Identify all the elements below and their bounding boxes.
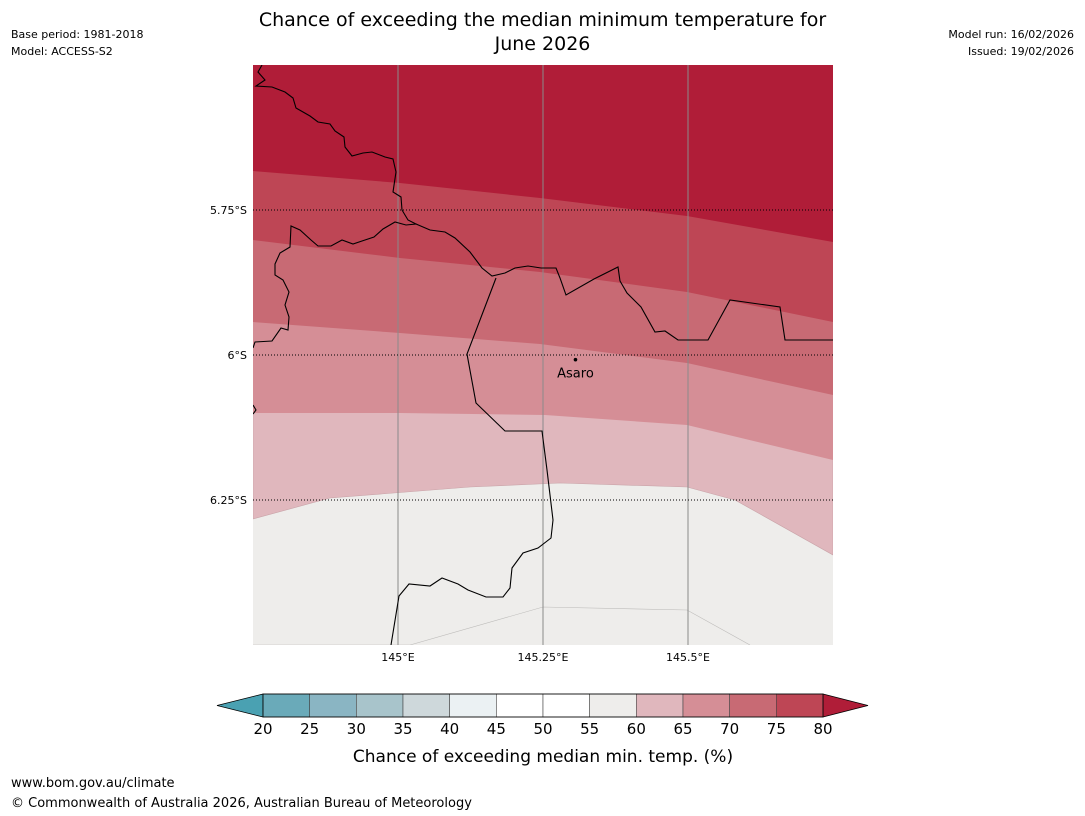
province-boundary <box>390 277 554 645</box>
meta-left: Base period: 1981-2018 Model: ACCESS-S2 <box>11 26 143 60</box>
colorbar-segment <box>496 693 544 718</box>
colorbar-segment <box>356 693 404 718</box>
y-tick-label: 6.25°S <box>210 494 247 507</box>
colorbar-tick-label: 40 <box>440 720 459 738</box>
colorbar-segment <box>449 693 497 718</box>
x-tick-label: 145.5°E <box>666 651 710 664</box>
model-text: Model: ACCESS-S2 <box>11 45 113 58</box>
colorbar-segment <box>682 693 730 718</box>
colorbar-segment <box>589 693 637 718</box>
colorbar-tick-label: 60 <box>627 720 646 738</box>
y-tick-label: 6°S <box>228 349 247 362</box>
colorbar-label: Chance of exceeding median min. temp. (%… <box>353 747 733 767</box>
x-tick-label: 145.25°E <box>518 651 569 664</box>
footer-copyright: © Commonwealth of Australia 2026, Austra… <box>11 796 472 811</box>
colorbar-segment <box>636 693 684 718</box>
colorbar-segment <box>729 693 777 718</box>
colorbar-tick-label: 50 <box>533 720 552 738</box>
border-line <box>253 65 418 349</box>
colorbar-segment <box>309 693 357 718</box>
colorbar-tick-label: 55 <box>580 720 599 738</box>
chart-title-line1: Chance of exceeding the median minimum t… <box>258 9 827 31</box>
colorbar-segment <box>262 693 310 718</box>
map-area <box>253 65 833 645</box>
colorbar-tick-label: 20 <box>253 720 272 738</box>
colorbar-tick-label: 30 <box>347 720 366 738</box>
place-label-asaro: Asaro <box>557 367 594 382</box>
base-period-text: Base period: 1981-2018 <box>11 28 144 41</box>
colorbar-frame <box>262 693 824 718</box>
colorbar-tick-label: 65 <box>673 720 692 738</box>
meta-right: Model run: 16/02/2026 Issued: 19/02/2026 <box>948 26 1074 60</box>
colorbar-tick-label: 35 <box>393 720 412 738</box>
colorbar-segment <box>542 693 590 718</box>
chart-title: Chance of exceeding the median minimum t… <box>0 8 1085 56</box>
colorbar-tick-label: 75 <box>767 720 786 738</box>
colorbar-tick-label: 80 <box>813 720 832 738</box>
colorbar-segment <box>402 693 450 718</box>
colorbar-tick-label: 45 <box>487 720 506 738</box>
x-tick-label: 145°E <box>381 651 414 664</box>
colorbar-tick-label: 70 <box>720 720 739 738</box>
place-dot <box>573 357 578 362</box>
border-fragment <box>253 404 257 415</box>
chart-title-line2: June 2026 <box>494 33 591 55</box>
colorbar-over-arrow <box>822 693 869 718</box>
border-line-east <box>415 223 833 341</box>
issued-text: Issued: 19/02/2026 <box>967 45 1074 58</box>
axis-ticks: 145°E 145.25°E 145.5°E 5.75°S 6°S 6.25°S <box>210 204 710 664</box>
colorbar-segment <box>776 693 824 718</box>
gridlines <box>253 65 833 645</box>
y-tick-label: 5.75°S <box>210 204 247 217</box>
footer-website: www.bom.gov.au/climate <box>11 776 175 791</box>
colorbar-under-arrow <box>216 693 264 718</box>
place-marker: Asaro <box>557 357 594 382</box>
model-run-text: Model run: 16/02/2026 <box>948 28 1074 41</box>
colorbar: 20 25 30 35 40 45 50 55 60 65 70 75 80 Chance of exce… <box>216 693 869 767</box>
colorbar-tick-label: 25 <box>300 720 319 738</box>
